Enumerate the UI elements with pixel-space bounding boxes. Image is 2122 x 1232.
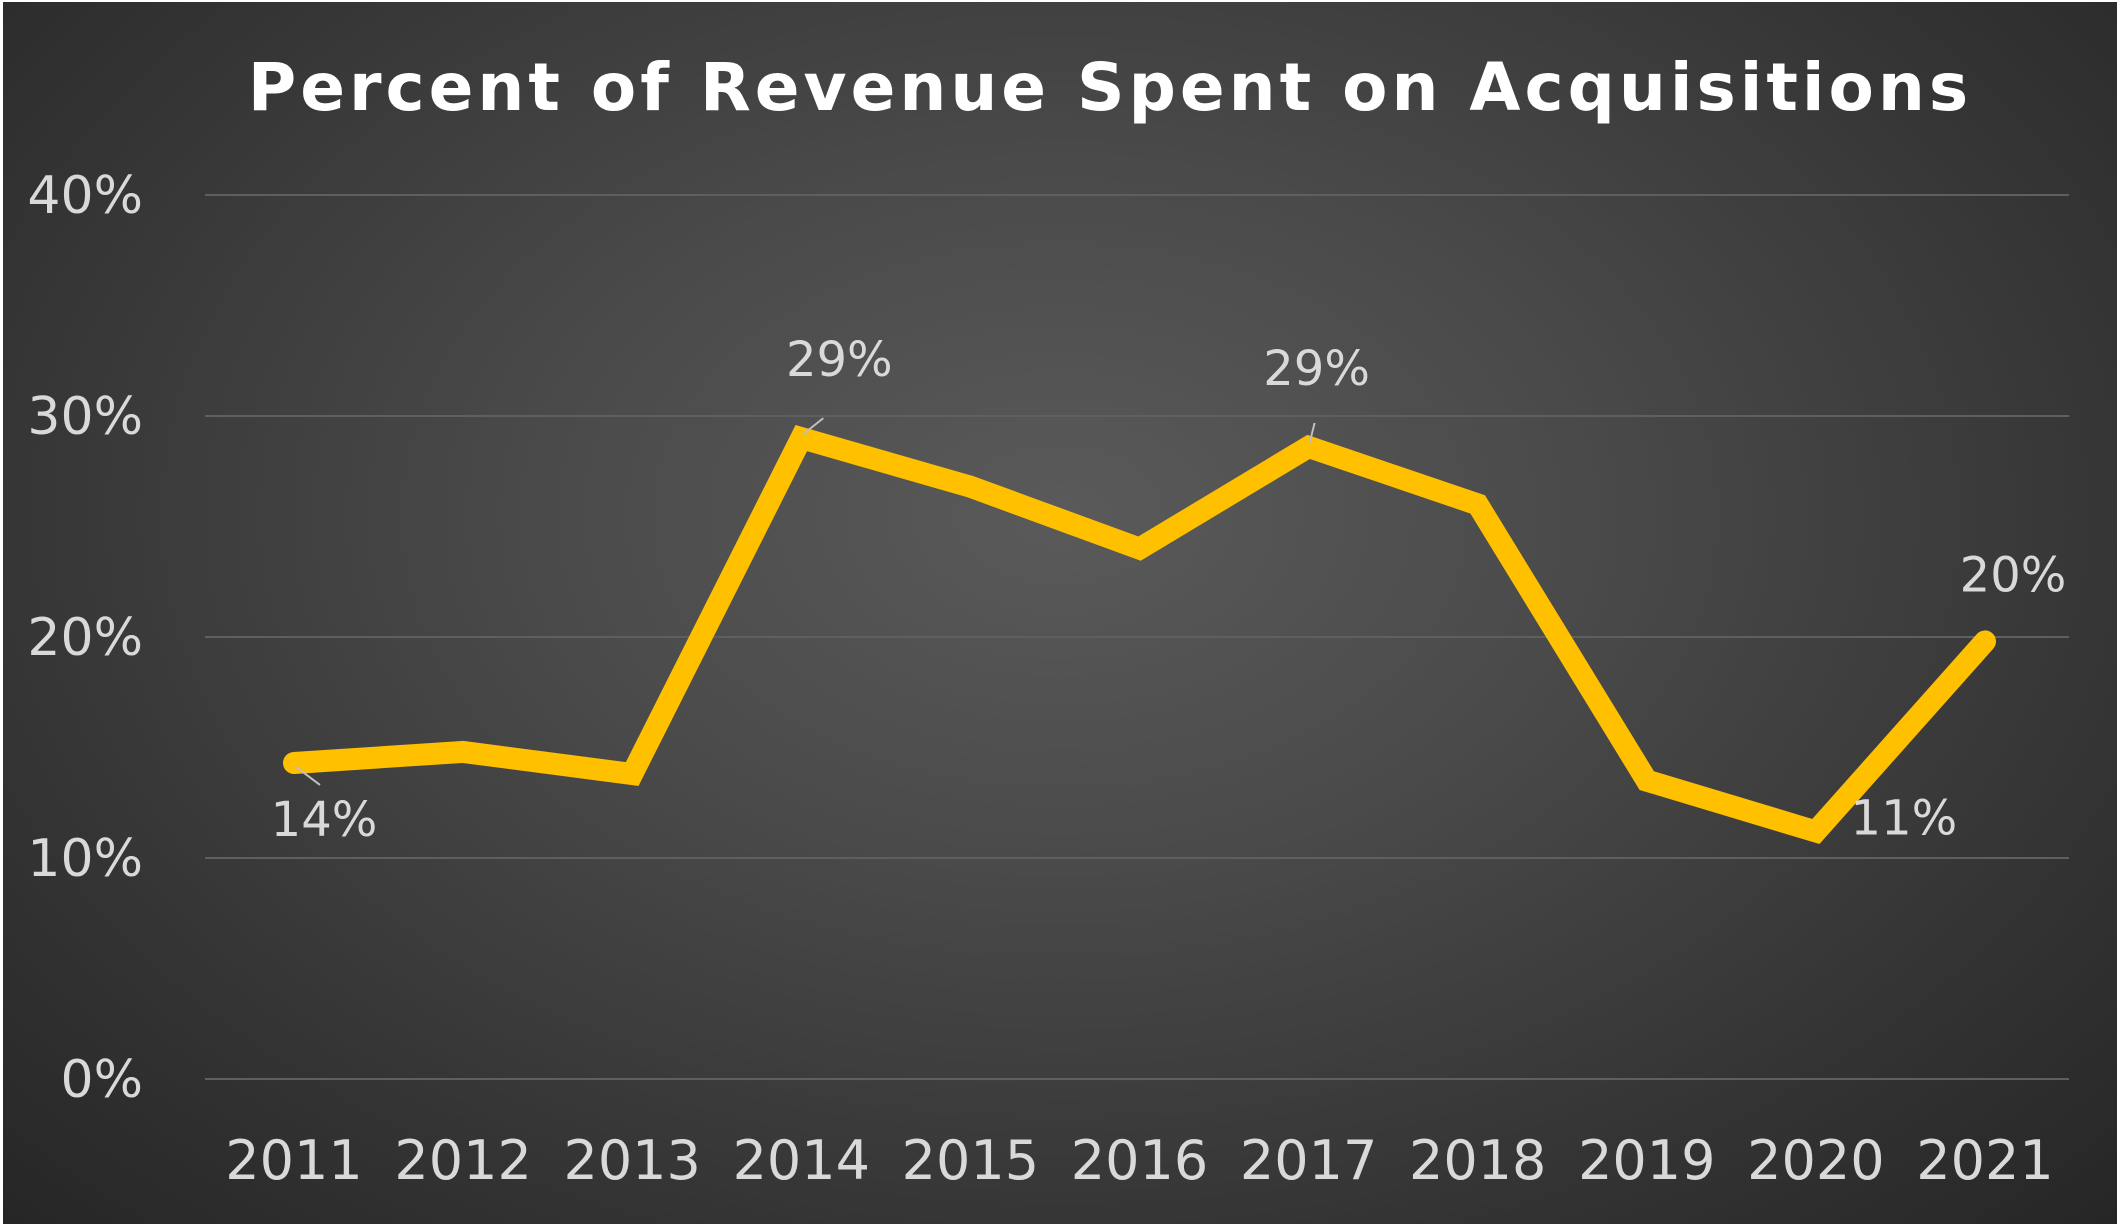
x-tick-label: 2018 — [1409, 1129, 1546, 1192]
data-point — [800, 437, 803, 440]
data-label: 20% — [1960, 547, 2067, 603]
leader-line — [1308, 422, 1316, 444]
x-tick-label: 2019 — [1578, 1129, 1715, 1192]
data-point — [1138, 547, 1141, 550]
y-axis-ticks: 0% 10% 20% 30% 40% — [27, 166, 143, 1110]
x-tick-label: 2021 — [1916, 1129, 2053, 1192]
x-tick-label: 2020 — [1747, 1129, 1884, 1192]
series-line-path — [283, 425, 1996, 845]
leader-line — [295, 766, 321, 786]
x-tick-label: 2013 — [563, 1129, 700, 1192]
data-label: 29% — [786, 332, 893, 388]
y-tick-label: 30% — [27, 387, 143, 447]
x-axis-ticks: 2011 2012 2013 2014 2015 2016 2017 2018 2019 2020… — [225, 1129, 2053, 1192]
data-point — [1476, 503, 1479, 506]
data-label: 14% — [271, 792, 378, 848]
y-tick-label: 40% — [27, 166, 143, 226]
data-point — [1984, 640, 1986, 643]
data-point — [293, 761, 295, 764]
x-tick-label: 2015 — [902, 1129, 1039, 1192]
y-tick-label: 0% — [61, 1050, 144, 1110]
data-point — [631, 773, 634, 776]
data-point — [462, 750, 465, 753]
x-tick-label: 2012 — [394, 1129, 531, 1192]
data-point — [1814, 830, 1817, 833]
line-chart: Percent of Revenue Spent on Acquisitions… — [27, 49, 2069, 1192]
chart-title: Percent of Revenue Spent on Acquisitions — [248, 49, 1972, 126]
y-tick-label: 10% — [27, 829, 143, 889]
data-labels: 14% 29% 29% 11% 20% — [271, 332, 2067, 848]
data-point — [1645, 779, 1648, 782]
data-point — [1307, 445, 1310, 448]
gridlines — [205, 194, 2069, 1080]
data-label: 11% — [1851, 790, 1958, 846]
x-tick-label: 2011 — [225, 1129, 362, 1192]
x-tick-label: 2017 — [1240, 1129, 1377, 1192]
x-tick-label: 2016 — [1071, 1129, 1208, 1192]
series-line — [283, 425, 1996, 845]
data-label: 29% — [1263, 341, 1370, 397]
x-tick-label: 2014 — [733, 1129, 870, 1192]
chart-area: Percent of Revenue Spent on Acquisitions… — [3, 2, 2117, 1224]
data-point — [969, 485, 972, 488]
leader-line — [802, 417, 824, 435]
y-tick-label: 20% — [27, 608, 143, 668]
